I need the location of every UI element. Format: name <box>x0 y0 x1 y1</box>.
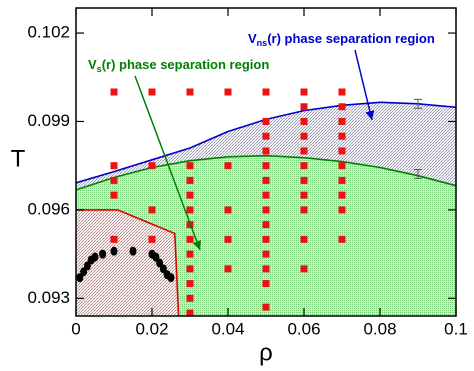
plot-frame <box>75 7 457 317</box>
point <box>186 265 194 273</box>
x-tick-label: 0.06 <box>287 319 320 338</box>
point <box>300 147 308 155</box>
point <box>338 176 346 184</box>
point <box>338 235 346 243</box>
point <box>224 162 232 170</box>
point <box>300 117 308 125</box>
point <box>186 309 194 317</box>
annotation: Vs(r) phase separation region <box>88 57 269 74</box>
annotation-text: (r) phase separation region <box>102 57 270 72</box>
point <box>338 88 346 96</box>
point <box>262 191 270 199</box>
plot-area <box>75 88 457 317</box>
point <box>338 103 346 111</box>
error-bar <box>414 98 422 109</box>
point <box>262 265 270 273</box>
point <box>262 235 270 243</box>
point <box>300 191 308 199</box>
x-tick-label: 0.08 <box>363 319 396 338</box>
point <box>338 132 346 140</box>
point <box>262 147 270 155</box>
point <box>300 265 308 273</box>
point <box>186 176 194 184</box>
line <box>76 209 180 317</box>
point <box>262 176 270 184</box>
point <box>300 132 308 140</box>
point <box>300 176 308 184</box>
point <box>186 191 194 199</box>
point <box>110 235 118 243</box>
region-vns <box>76 102 456 190</box>
point <box>148 162 156 170</box>
point <box>338 206 346 214</box>
point <box>300 162 308 170</box>
x-tick-label: 0.02 <box>135 319 168 338</box>
point <box>300 235 308 243</box>
point <box>300 206 308 214</box>
point <box>300 103 308 111</box>
point <box>262 280 270 288</box>
point <box>186 206 194 214</box>
y-axis-label: T <box>11 145 26 172</box>
y-tick-label: 0.093 <box>27 288 70 307</box>
point <box>338 117 346 125</box>
line <box>75 154 457 191</box>
point <box>99 249 107 259</box>
x-tick-label: 0 <box>71 319 80 338</box>
point <box>110 246 118 256</box>
point <box>262 221 270 229</box>
point <box>148 206 156 214</box>
point <box>262 303 270 311</box>
point <box>186 162 194 170</box>
point <box>262 132 270 140</box>
point <box>262 117 270 125</box>
point <box>262 206 270 214</box>
point <box>262 250 270 258</box>
point <box>224 235 232 243</box>
point <box>110 162 118 170</box>
annotation: Vns(r) phase separation region <box>248 31 435 48</box>
annotation-sub: ns <box>257 38 268 48</box>
point <box>91 252 99 262</box>
annotation-sub: s <box>97 64 102 74</box>
point <box>110 176 118 184</box>
point <box>224 265 232 273</box>
x-tick-label: 0.1 <box>444 319 468 338</box>
error-bar <box>414 169 422 179</box>
point <box>167 273 175 283</box>
x-tick-label: 0.04 <box>211 319 244 338</box>
annotation-text: (r) phase separation region <box>267 31 435 46</box>
point <box>224 88 232 96</box>
point <box>262 88 270 96</box>
point <box>129 246 137 256</box>
x-axis-label: ρ <box>259 339 273 366</box>
y-tick-label: 0.096 <box>27 199 70 218</box>
point <box>262 162 270 170</box>
point <box>186 280 194 288</box>
point <box>186 235 194 243</box>
arrow <box>354 49 375 121</box>
point <box>338 162 346 170</box>
point <box>300 88 308 96</box>
point <box>110 88 118 96</box>
point <box>338 191 346 199</box>
point <box>148 235 156 243</box>
point <box>110 191 118 199</box>
annotation-text: V <box>88 57 97 72</box>
point <box>186 250 194 258</box>
point <box>186 88 194 96</box>
annotation-text: V <box>248 31 257 46</box>
point <box>148 88 156 96</box>
arrow <box>134 75 202 251</box>
y-tick-label: 0.102 <box>27 23 70 42</box>
point <box>224 206 232 214</box>
point <box>186 294 194 302</box>
point <box>338 147 346 155</box>
y-tick-label: 0.099 <box>27 111 70 130</box>
